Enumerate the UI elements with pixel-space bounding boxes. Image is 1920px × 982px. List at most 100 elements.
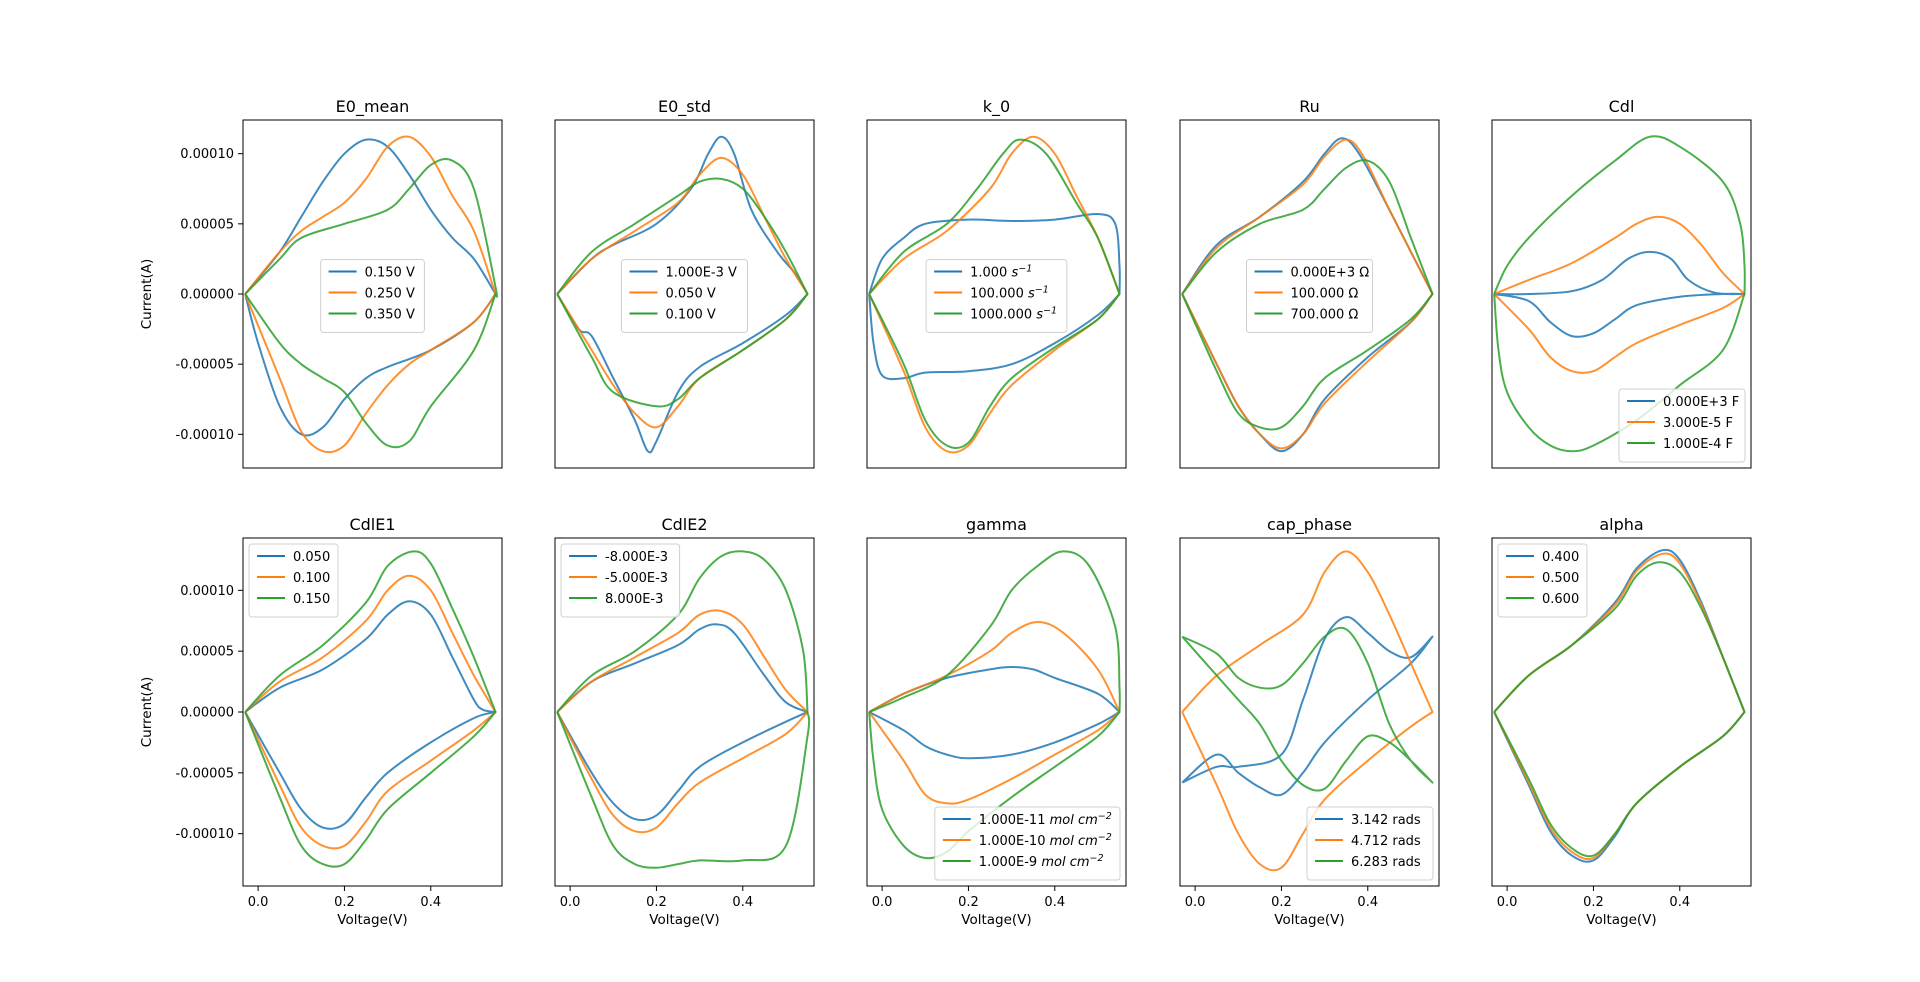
legend-label: 0.100 — [293, 571, 330, 586]
legend: 1.000 s−1 100.000 s−1 1000.000 s−1 — [925, 259, 1068, 333]
x-tick-label: 0.2 — [334, 895, 355, 910]
legend-label: 1.000E-11 mol cm−2 — [979, 811, 1112, 828]
legend-label: 8.000E-3 — [605, 592, 663, 607]
series-group — [868, 135, 1121, 454]
legend-label: 0.050 V — [666, 287, 716, 302]
x-axis-label: Voltage(V) — [649, 912, 719, 928]
legend: 0.400 0.500 0.600 — [1497, 543, 1588, 618]
plot-title: E0_mean — [336, 97, 410, 117]
plot-title: cap_phase — [1267, 515, 1352, 535]
plot-title: k_0 — [983, 97, 1010, 117]
x-tick-label: 0.0 — [248, 895, 269, 910]
x-axis-label: Voltage(V) — [961, 912, 1031, 928]
y-tick-label: -0.00010 — [176, 428, 234, 443]
legend-label: 0.600 — [1542, 592, 1579, 607]
legend: 3.142 rads 4.712 rads 6.283 rads — [1306, 806, 1434, 881]
plot-title: CdlE2 — [661, 515, 707, 534]
plot-title: Ru — [1299, 97, 1320, 116]
series-line — [244, 138, 497, 437]
series-line — [1181, 616, 1434, 797]
y-tick-label: 0.00010 — [180, 147, 234, 162]
series-group — [1181, 137, 1434, 453]
subplot-CdlE2: CdlE2 0.0 0.2 0.4 Voltage(V) -8.000E-3 -5.000E… — [554, 515, 815, 928]
subplot-Cdl: Cdl 0.000E+3 F 3.000E-5 F 1.000E-4 F — [1491, 97, 1752, 469]
subplot-alpha: alpha 0.0 0.2 0.4 Voltage(V) 0.400 0.500 0.600 — [1491, 515, 1752, 928]
series-line — [556, 177, 809, 408]
y-tick-label: 0.00005 — [180, 217, 234, 232]
series-group — [1493, 135, 1746, 453]
x-tick-label: 0.2 — [958, 895, 979, 910]
x-tick-label: 0.4 — [732, 895, 753, 910]
y-tick-label: 0.00000 — [180, 288, 234, 303]
series-line — [1181, 159, 1434, 431]
series-line — [1181, 550, 1434, 872]
legend: 0.000E+3 Ω 100.000 Ω 700.000 Ω — [1246, 259, 1373, 333]
series-group — [556, 550, 811, 869]
legend-label: 0.100 V — [666, 308, 716, 323]
series-group — [1493, 548, 1746, 863]
y-tick-label: 0.00005 — [180, 645, 234, 660]
legend-label: 100.000 s−1 — [970, 285, 1049, 302]
series-line — [556, 550, 811, 869]
legend-label: 0.000E+3 F — [1663, 395, 1739, 410]
x-tick-label: 0.4 — [1669, 895, 1690, 910]
legend-label: 1.000E-9 mol cm−2 — [979, 853, 1104, 870]
series-line — [868, 138, 1121, 450]
plot-title: gamma — [966, 515, 1027, 534]
legend-box — [934, 806, 1121, 881]
series-group — [556, 135, 809, 454]
legend-label: 0.050 — [293, 550, 330, 565]
x-tick-label: 0.2 — [1271, 895, 1292, 910]
x-tick-label: 0.0 — [560, 895, 581, 910]
series-group — [244, 550, 497, 868]
legend-label: 700.000 Ω — [1291, 308, 1359, 323]
series-line — [1493, 561, 1746, 858]
subplot-gamma: gamma 0.0 0.2 0.4 Voltage(V) 1.000E-11 mol cm… — [866, 515, 1127, 928]
series-line — [244, 135, 497, 454]
x-axis-label: Voltage(V) — [337, 912, 407, 928]
series-group — [1181, 550, 1434, 872]
x-tick-label: 0.4 — [1044, 895, 1065, 910]
legend: 0.050 0.100 0.150 — [248, 543, 339, 618]
subplot-CdlE1: CdlE1 0.00010 0.00005 0.00000 -0.00005 -0.000… — [139, 515, 503, 928]
subplot-E0_std: E0_std 1.000E-3 V 0.050 V 0.100 V — [554, 97, 815, 469]
legend: 1.000E-11 mol cm−2 1.000E-10 mol cm−2 1.00… — [934, 806, 1121, 881]
legend: -8.000E-3 -5.000E-3 8.000E-3 — [560, 543, 681, 618]
legend-label: 0.150 V — [365, 266, 415, 281]
plot-title: E0_std — [658, 97, 711, 117]
x-axis-label: Voltage(V) — [1586, 912, 1656, 928]
x-tick-label: 0.0 — [1497, 895, 1518, 910]
legend-label: 1000.000 s−1 — [970, 306, 1057, 323]
legend: 1.000E-3 V 0.050 V 0.100 V — [621, 259, 748, 333]
legend-label: 100.000 Ω — [1291, 287, 1359, 302]
y-tick-label: -0.00005 — [176, 766, 234, 781]
x-tick-label: 0.4 — [420, 895, 441, 910]
legend-label: -8.000E-3 — [605, 550, 668, 565]
legend-label: 1.000E-3 V — [666, 266, 738, 281]
subplot-cap_phase: cap_phase 0.0 0.2 0.4 Voltage(V) 3.142 rads 4.… — [1179, 515, 1440, 928]
legend-label: 1.000E-4 F — [1663, 437, 1733, 452]
series-group — [868, 550, 1121, 860]
legend-label: 1.000 s−1 — [970, 264, 1032, 281]
plot-title: alpha — [1599, 515, 1643, 534]
subplot-Ru: Ru 0.000E+3 Ω 100.000 Ω 700.000 Ω — [1179, 97, 1440, 469]
plot-title: CdlE1 — [349, 515, 395, 534]
legend-label: -5.000E-3 — [605, 571, 668, 586]
series-line — [244, 600, 497, 830]
x-axis-label: Voltage(V) — [1274, 912, 1344, 928]
series-line — [244, 158, 499, 449]
legend-label: 0.350 V — [365, 308, 415, 323]
legend-label: 4.712 rads — [1351, 834, 1421, 849]
y-tick-label: -0.00005 — [176, 358, 234, 373]
x-tick-label: 0.0 — [1185, 895, 1206, 910]
x-tick-label: 0.2 — [1583, 895, 1604, 910]
series-line — [1493, 135, 1746, 453]
legend-label: 1.000E-10 mol cm−2 — [979, 832, 1112, 849]
x-tick-label: 0.2 — [646, 895, 667, 910]
y-tick-label: -0.00010 — [176, 827, 234, 842]
plot-title: Cdl — [1609, 97, 1635, 116]
legend-label: 0.400 — [1542, 550, 1579, 565]
legend: 0.150 V 0.250 V 0.350 V — [320, 259, 425, 333]
x-tick-label: 0.0 — [872, 895, 893, 910]
